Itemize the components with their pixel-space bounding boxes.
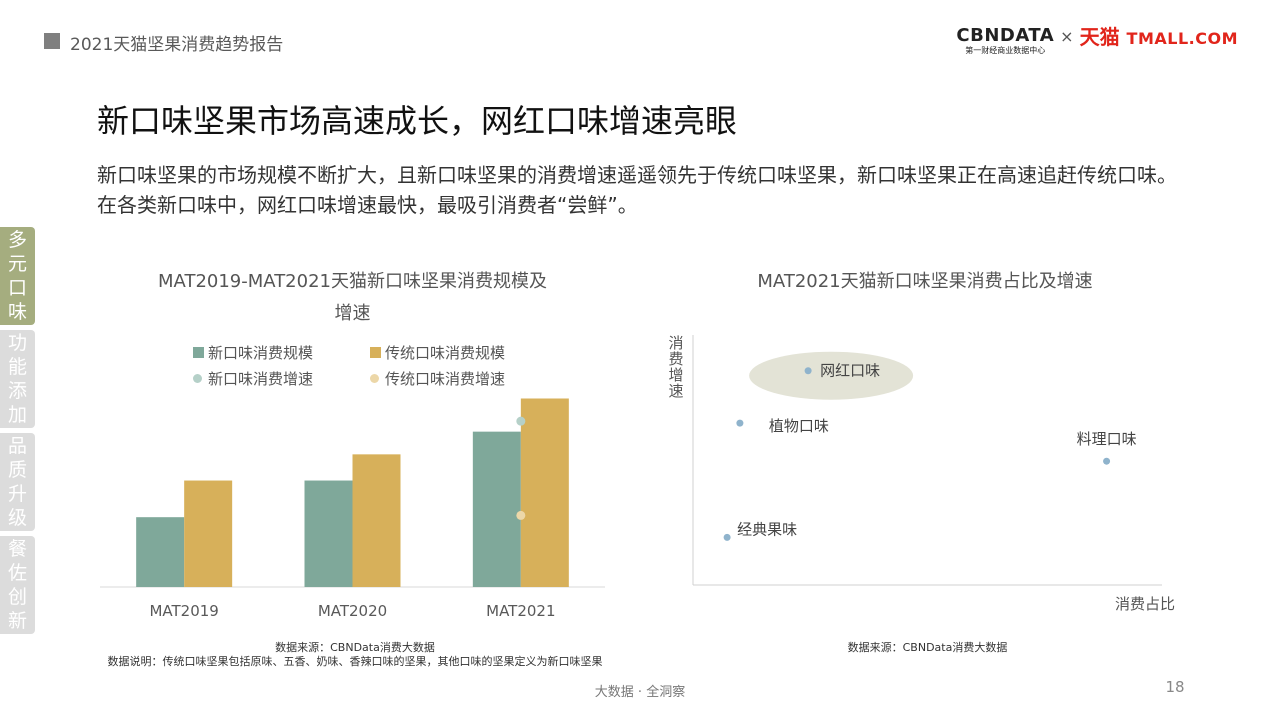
x-tick-label: MAT2021	[486, 602, 555, 620]
report-title: 2021天猫坚果消费趋势报告	[70, 35, 284, 55]
logo-group: CBNDATA 第一财经商业数据中心 × 天猫 TMALL.COM	[956, 26, 1238, 62]
tab-char: 味	[7, 301, 27, 323]
bar-new-flavor	[472, 431, 521, 587]
growth-dot-new-flavor	[516, 416, 526, 426]
scatter-chart-title: MAT2021天猫新口味坚果消费占比及增速	[757, 271, 1093, 292]
tab-char: 能	[7, 356, 27, 378]
tab-char: 多	[7, 229, 27, 251]
growth-dot-traditional-flavor	[516, 510, 526, 520]
tab-char: 佐	[7, 562, 27, 584]
legend-swatch	[193, 347, 204, 358]
bar-traditional-flavor	[184, 480, 233, 587]
tab-char: 加	[7, 404, 27, 426]
bar-traditional-flavor	[520, 398, 569, 587]
bar-chart-title-line1: MAT2019-MAT2021天猫新口味坚果消费规模及	[158, 271, 547, 292]
scatter-point-label: 料理口味	[1077, 430, 1137, 448]
x-tick-label: MAT2020	[318, 602, 387, 620]
scatter-point	[1103, 457, 1111, 465]
tab-char: 元	[7, 253, 27, 275]
tab-char: 创	[7, 586, 27, 608]
page-subtitle: 新口味坚果的市场规模不断扩大，且新口味坚果的消费增速遥遥领先于传统口味坚果，新口…	[97, 163, 1177, 217]
x-tick-label: MAT2019	[149, 602, 218, 620]
footer-slogan: 大数据 · 全洞察	[594, 685, 686, 700]
tab-char: 新	[7, 610, 27, 632]
legend-trad-scale: 传统口味消费规模	[370, 342, 505, 363]
tab-char: 品	[7, 435, 27, 457]
tab-char: 质	[7, 459, 27, 481]
legend-label: 传统口味消费增速	[385, 370, 506, 388]
bar-chart-title-line2: 增速	[334, 303, 371, 324]
tab-char: 功	[7, 332, 27, 354]
tab-char: 添	[7, 380, 27, 402]
legend-dot	[193, 374, 202, 383]
side-tab-functional-additives[interactable]: 功 能 添 加	[0, 330, 35, 428]
legend-new-scale: 新口味消费规模	[193, 342, 313, 363]
tab-char: 餐	[7, 538, 27, 560]
scatter-point	[736, 419, 744, 427]
legend-dot	[370, 374, 379, 383]
legend-label: 新口味消费规模	[208, 344, 314, 362]
tab-char: 升	[7, 483, 27, 505]
scatter-point	[804, 367, 812, 375]
x-axis-label: 消费占比	[1115, 595, 1175, 613]
legend-label: 传统口味消费规模	[385, 344, 506, 362]
page-title: 新口味坚果市场高速成长，网红口味增速亮眼	[97, 102, 738, 140]
side-tab-diverse-flavors[interactable]: 多 元 口 味	[0, 227, 35, 325]
bar-chart-note-text: 数据说明：传统口味坚果包括原味、五香、奶味、香辣口味的坚果，其他口味的坚果定义为…	[107, 655, 603, 668]
scatter-point-label: 植物口味	[769, 417, 829, 435]
header-square-icon	[44, 33, 60, 49]
page-number: 18	[1165, 678, 1185, 696]
legend-label: 新口味消费增速	[208, 370, 314, 388]
bar-new-flavor	[136, 517, 185, 587]
scatter-chart-source: 数据来源：CBNData消费大数据	[847, 641, 1008, 654]
logo-separator: ×	[1060, 27, 1074, 46]
bar-new-flavor	[304, 480, 353, 587]
y-axis-label: 消费增速	[668, 334, 683, 400]
side-tab-meal-innovation[interactable]: 餐 佐 创 新	[0, 536, 35, 634]
legend-swatch	[370, 347, 381, 358]
bar-chart-title: MAT2019-MAT2021天猫新口味坚果消费规模及 增速	[140, 266, 565, 330]
tab-char: 级	[7, 507, 27, 529]
tmall-logo-en: TMALL.COM	[1126, 29, 1238, 48]
legend-trad-growth: 传统口味消费增速	[370, 368, 505, 389]
highlight-bubble	[749, 351, 914, 400]
side-tab-quality-upgrade[interactable]: 品 质 升 级	[0, 433, 35, 531]
bar-chart: MAT2019 MAT2020 MAT2021	[100, 398, 605, 620]
tmall-logo: 天猫 TMALL.COM	[1080, 26, 1238, 50]
bar-chart-source: 数据来源：CBNData消费大数据 数据说明：传统口味坚果包括原味、五香、奶味、…	[100, 641, 610, 669]
cbndata-logo: CBNDATA 第一财经商业数据中心	[956, 26, 1054, 56]
scatter-point-label: 经典果味	[737, 520, 797, 538]
scatter-point	[723, 533, 731, 541]
tmall-logo-cn: 天猫	[1079, 25, 1120, 49]
cbndata-logo-subtext: 第一财经商业数据中心	[965, 46, 1046, 55]
bar-chart-source-text: 数据来源：CBNData消费大数据	[275, 641, 435, 654]
scatter-point-label: 网红口味	[820, 362, 880, 380]
legend-new-growth: 新口味消费增速	[193, 368, 313, 389]
tab-char: 口	[7, 277, 27, 299]
cbndata-logo-text: CBNDATA	[956, 25, 1055, 46]
bar-traditional-flavor	[352, 454, 401, 587]
